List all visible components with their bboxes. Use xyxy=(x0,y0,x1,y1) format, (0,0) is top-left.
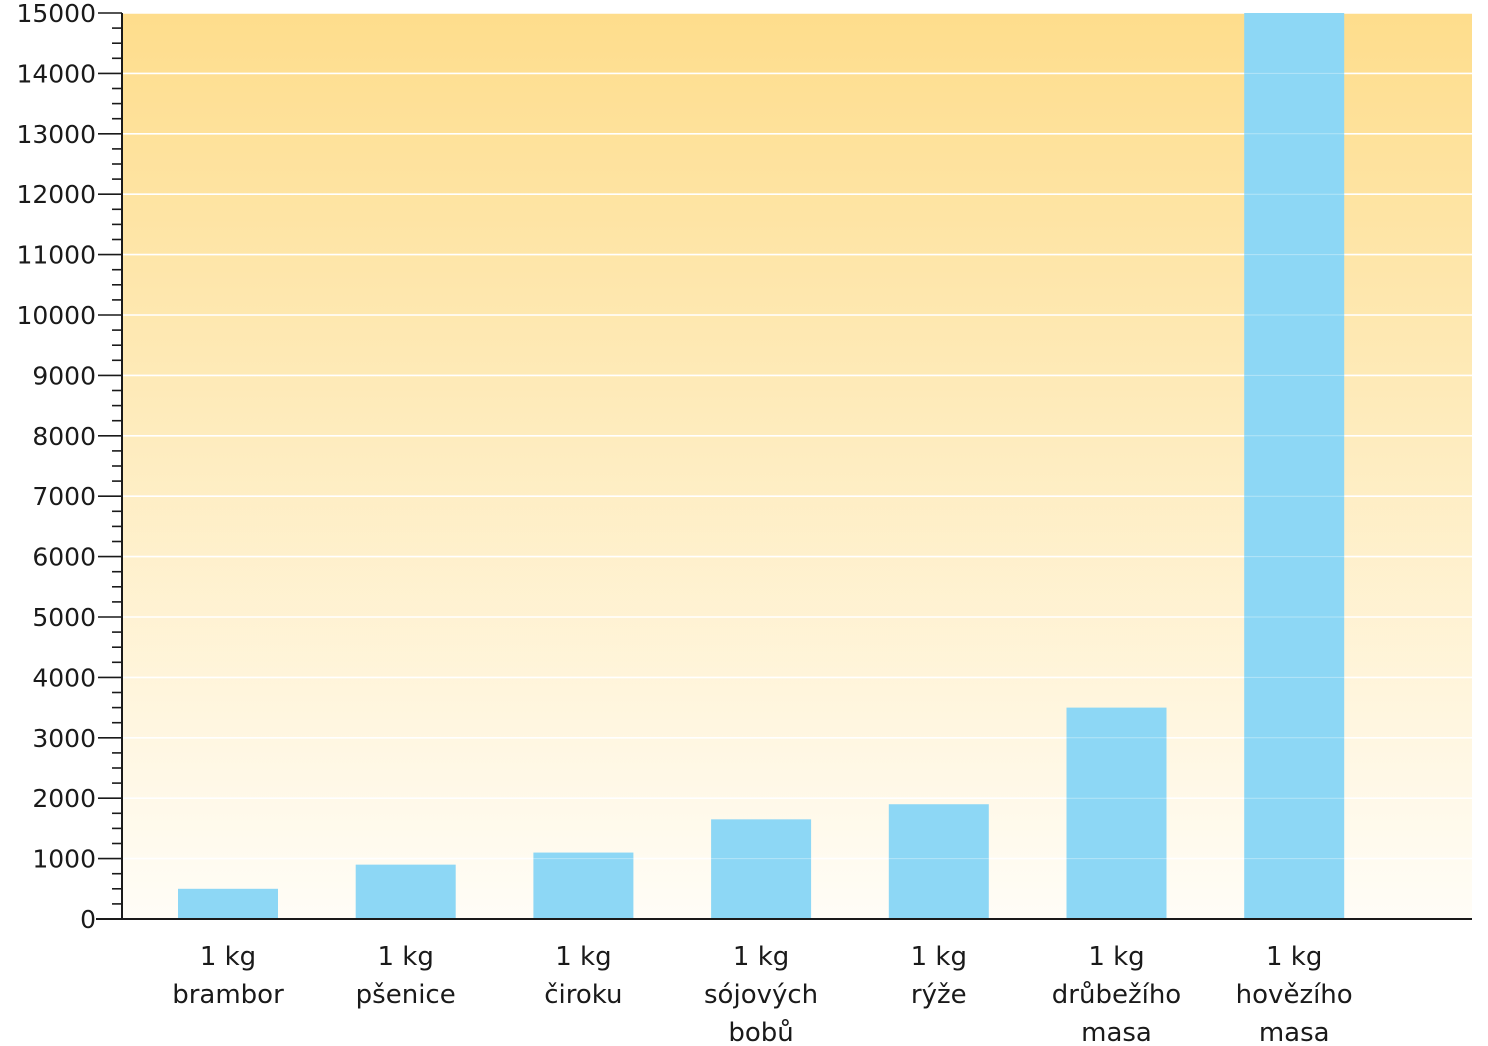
y-axis-ticks: 0 1000 2000 3000 4000 5000 6000 7000 8000 9000 100… xyxy=(16,0,122,934)
category-label: 1 kg hovězího masa xyxy=(1236,942,1353,1046)
bar xyxy=(355,864,456,919)
bar xyxy=(888,804,989,919)
y-tick-label: 2000 xyxy=(32,784,96,813)
bar-grid-overlay xyxy=(533,72,1345,860)
category-label: 1 kg drůbežího masa xyxy=(1052,942,1181,1046)
bars xyxy=(178,13,1345,919)
y-tick-label: 8000 xyxy=(32,422,96,451)
y-tick-label: 5000 xyxy=(32,603,96,632)
bar xyxy=(178,888,278,919)
category-label: 1 kg rýže xyxy=(911,942,967,1010)
y-tick-label: 3000 xyxy=(32,724,96,753)
y-tick-label: 11000 xyxy=(16,241,96,270)
bar xyxy=(1066,707,1167,919)
y-tick-label: 7000 xyxy=(32,482,96,511)
y-tick-label: 10000 xyxy=(16,301,96,330)
bar xyxy=(711,819,812,919)
category-label: 1 kg sójových bobů xyxy=(704,942,818,1046)
category-label: 1 kg brambor xyxy=(172,942,284,1010)
y-tick-label: 15000 xyxy=(16,0,96,28)
y-tick-label: 1000 xyxy=(32,845,96,874)
y-tick-label: 13000 xyxy=(16,120,96,149)
y-tick-label: 0 xyxy=(80,905,96,934)
bar xyxy=(533,852,634,919)
y-tick-label: 6000 xyxy=(32,543,96,572)
y-tick-label: 4000 xyxy=(32,663,96,692)
y-tick-label: 14000 xyxy=(16,59,96,88)
category-label: 1 kg čiroku xyxy=(544,942,622,1010)
category-label: 1 kg pšenice xyxy=(356,942,456,1010)
y-tick-label: 9000 xyxy=(32,361,96,390)
x-axis-labels: 1 kg brambor 1 kg pšenice 1 kg čiroku 1 kg sójo… xyxy=(172,942,1352,1046)
bar xyxy=(1244,13,1345,919)
y-tick-label: 12000 xyxy=(16,180,96,209)
